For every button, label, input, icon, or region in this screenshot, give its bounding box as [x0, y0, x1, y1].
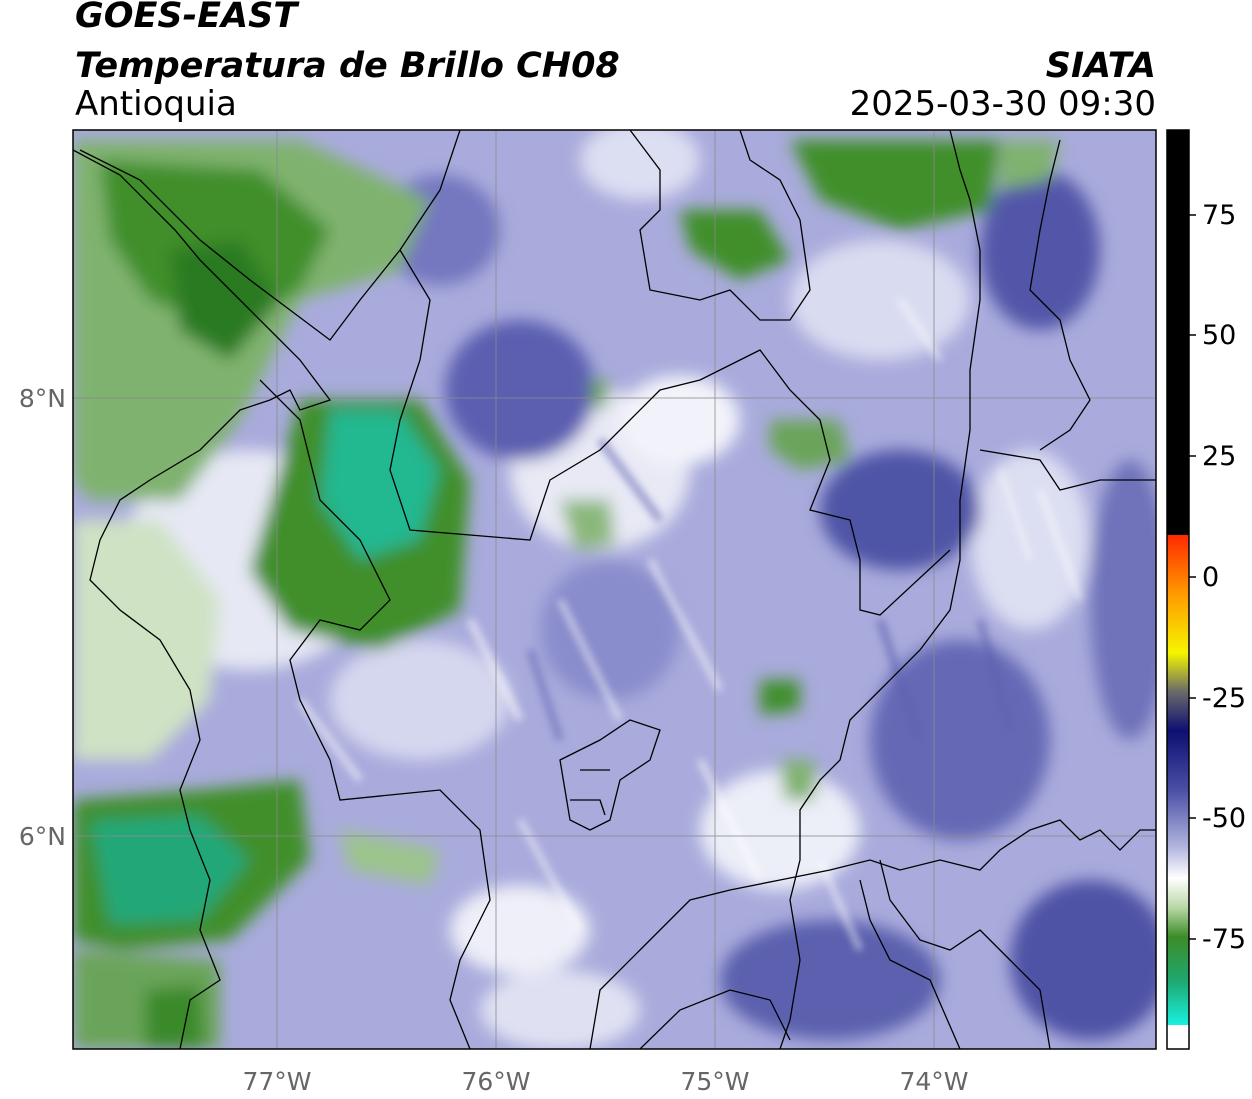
brand-label: SIATA: [1045, 46, 1156, 86]
lon-label-2: 76°W: [461, 1067, 530, 1096]
lon-label-1: 77°W: [242, 1067, 311, 1096]
lat-label-2: 6°N: [19, 822, 66, 851]
colorbar-gradient: [1167, 535, 1189, 1025]
lat-label-1: 8°N: [19, 384, 66, 413]
timestamp-label: 2025-03-30 09:30: [849, 84, 1156, 124]
graticule: [73, 130, 1156, 1049]
administrative-boundaries: [73, 130, 1156, 1049]
colorbar-tick-1: 75: [1202, 200, 1236, 231]
colorbar-tick-3: 25: [1202, 441, 1236, 472]
colorbar-tick-7: -75: [1202, 924, 1246, 955]
colorbar: 75 50 25 0 -25 -50 -75: [1166, 129, 1246, 1050]
map-frame: [72, 129, 1157, 1050]
product-title-line2: Temperatura de Brillo CH08: [75, 46, 620, 86]
colorbar-frame: [1166, 129, 1190, 1050]
lon-label-3: 75°W: [680, 1067, 749, 1096]
colorbar-tick-6: -50: [1202, 803, 1246, 834]
colorbar-tick-5: -25: [1202, 683, 1246, 714]
colorbar-bottom-segment: [1167, 1025, 1189, 1049]
product-title-line1: GOES-EAST: [75, 0, 298, 36]
lon-label-4: 74°W: [899, 1067, 968, 1096]
colorbar-tick-2: 50: [1202, 320, 1236, 351]
colorbar-tick-4: 0: [1202, 562, 1219, 593]
region-label: Antioquia: [75, 84, 237, 124]
brightness-temperature-field: [73, 130, 1156, 1049]
colorbar-black-segment: [1167, 130, 1189, 535]
